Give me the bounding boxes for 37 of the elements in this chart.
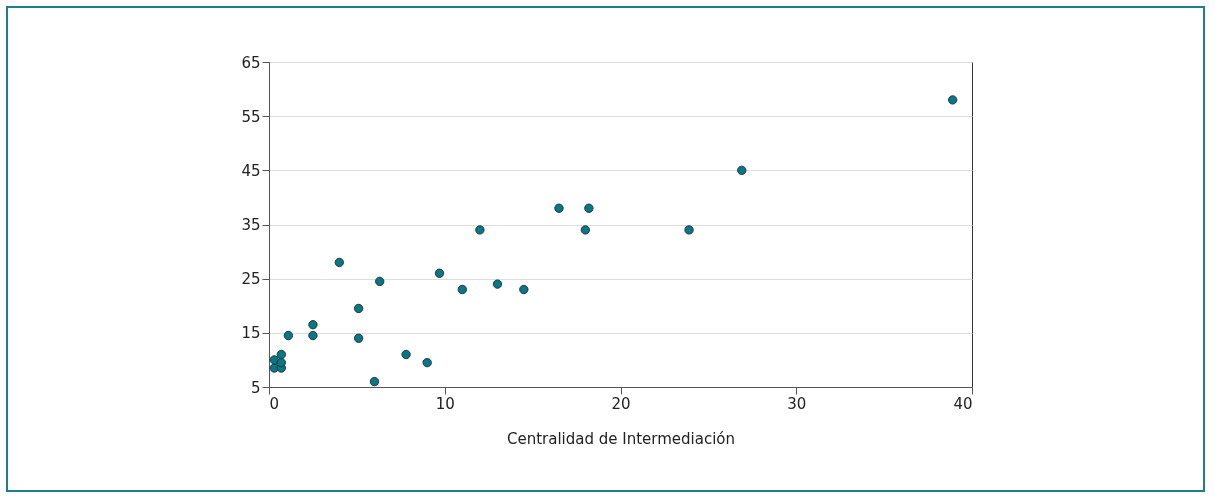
y-tick-label: 55 (241, 107, 261, 126)
point (369, 376, 380, 387)
point (737, 165, 747, 176)
y-tick-label: 65 (241, 53, 261, 72)
point (947, 95, 958, 105)
point (353, 303, 364, 314)
point (434, 268, 445, 278)
point (554, 203, 564, 213)
point (422, 357, 432, 368)
point (276, 349, 286, 360)
point (475, 225, 485, 235)
point (584, 203, 594, 213)
x-tick-label: 10 (435, 394, 455, 413)
point (283, 330, 294, 341)
y-tick-label: 35 (241, 216, 261, 234)
point (375, 276, 385, 287)
point (269, 355, 279, 365)
point (401, 349, 411, 360)
point (580, 225, 591, 235)
point (492, 279, 503, 289)
x-tick-label: 40 (953, 394, 973, 413)
point (308, 320, 318, 330)
y-tick-label: 45 (241, 161, 261, 180)
point (519, 284, 529, 295)
x-axis-title: Centralidad de Intermediación (506, 429, 736, 448)
point (276, 357, 286, 368)
point (684, 225, 694, 235)
y-tick-label: 25 (241, 270, 261, 289)
y-tick-label: 5 (250, 378, 261, 397)
x-tick-label: 0 (269, 394, 280, 413)
x-tick-label: 30 (787, 394, 807, 413)
point (457, 284, 468, 295)
point (334, 257, 344, 268)
y-tick-label: 15 (241, 324, 261, 343)
x-tick-label: 20 (611, 394, 631, 413)
point (308, 330, 318, 341)
point (353, 333, 364, 343)
